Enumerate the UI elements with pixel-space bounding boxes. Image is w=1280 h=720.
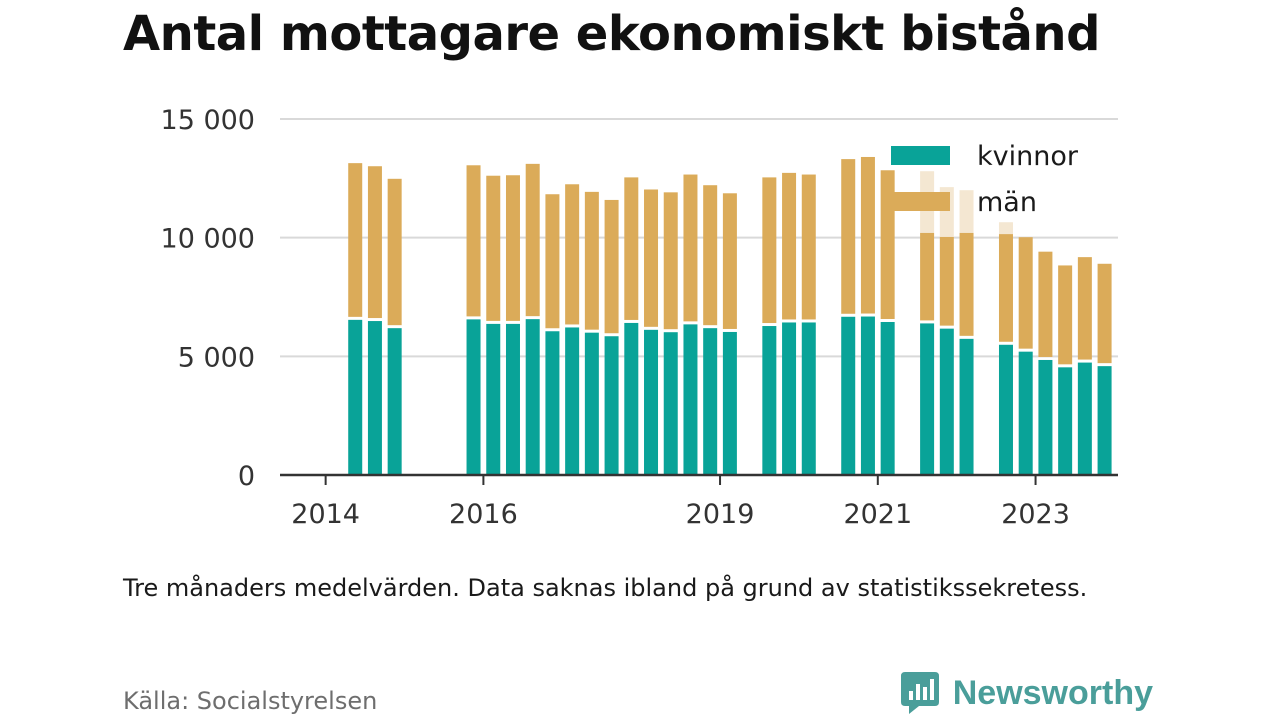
bar-kvinnor (762, 326, 777, 475)
bar-man (565, 184, 580, 325)
bar-kvinnor (880, 321, 895, 475)
x-tick-label: 2014 (291, 499, 360, 530)
x-tick-label: 2023 (1001, 499, 1070, 530)
bar-kvinnor (466, 319, 481, 475)
bar-man (703, 185, 718, 326)
x-tick-label: 2016 (449, 499, 518, 530)
bar-man (644, 189, 659, 327)
bar-man (1097, 263, 1112, 364)
bar-kvinnor (1018, 351, 1033, 475)
bar-kvinnor (505, 323, 520, 475)
bar-kvinnor (939, 328, 954, 475)
bar-kvinnor (367, 321, 382, 475)
bar-man (1038, 251, 1053, 357)
bar-man (367, 166, 382, 319)
bar-kvinnor (841, 316, 856, 475)
bar-man (624, 177, 639, 320)
x-tick-label: 2019 (686, 499, 755, 530)
bar-man (604, 199, 619, 334)
bar-man (505, 175, 520, 321)
bar-man (387, 178, 402, 326)
bar-man (1018, 237, 1033, 349)
y-tick-label: 10 000 (161, 224, 255, 255)
bar-man (782, 172, 797, 320)
bar-kvinnor (486, 323, 501, 475)
bar-kvinnor (624, 322, 639, 475)
bar-kvinnor (525, 319, 540, 475)
bar-kvinnor (348, 319, 363, 475)
chart-note: Tre månaders medelvärden. Data saknas ib… (123, 574, 1088, 602)
x-tick-label: 2021 (843, 499, 912, 530)
bar-kvinnor (1038, 359, 1053, 475)
legend-swatch-kvinnor (891, 146, 950, 165)
brand-name: Newsworthy (952, 673, 1153, 712)
bar-kvinnor (722, 331, 737, 475)
source-text: Källa: Socialstyrelsen (123, 687, 378, 715)
bar-kvinnor (920, 323, 935, 475)
bar-kvinnor (604, 336, 619, 475)
legend-swatch-man (891, 192, 950, 211)
bar-kvinnor (545, 331, 560, 475)
bar-man (860, 156, 875, 314)
bar-kvinnor (1097, 366, 1112, 475)
bar-kvinnor (683, 324, 698, 475)
bar-man (959, 232, 974, 336)
bar-kvinnor (998, 344, 1013, 475)
bar-man (998, 234, 1013, 342)
bar-kvinnor (860, 316, 875, 475)
bar-kvinnor (565, 327, 580, 475)
bar-man (762, 177, 777, 324)
y-tick-label: 5 000 (178, 342, 255, 373)
bar-kvinnor (959, 338, 974, 475)
chart-title: Antal mottagare ekonomiskt bistånd (123, 6, 1100, 62)
legend-label-kvinnor: kvinnor (977, 141, 1079, 172)
bar-kvinnor (1077, 362, 1092, 475)
bar-man (466, 165, 481, 317)
bar-man (801, 174, 816, 320)
bar-man (348, 163, 363, 317)
bar-man (939, 236, 954, 326)
stacked-bar-chart: 0 5 000 10 000 15 000 2014 2016 2019 2021 2023 kv… (161, 105, 1118, 530)
bar-kvinnor (1058, 367, 1073, 475)
bar-man (545, 194, 560, 329)
bar-kvinnor (387, 328, 402, 475)
bar-man (663, 192, 678, 330)
bar-man (1058, 265, 1073, 365)
bar-man (841, 159, 856, 314)
bar-faded-segment (959, 190, 974, 233)
bar-man (1077, 257, 1092, 360)
bar-man (722, 193, 737, 329)
bar-man (486, 175, 501, 321)
bar-kvinnor (663, 332, 678, 475)
y-tick-label: 15 000 (161, 105, 255, 136)
bar-man (525, 163, 540, 317)
bar-faded-segment (998, 222, 1013, 235)
bar-kvinnor (584, 332, 599, 475)
bar-kvinnor (801, 322, 816, 475)
bar-kvinnor (703, 328, 718, 475)
bar-kvinnor (782, 322, 797, 475)
bar-man (683, 174, 698, 322)
bar-kvinnor (644, 329, 659, 475)
newsworthy-logo[interactable]: Newsworthy (899, 670, 1153, 716)
bar-man (584, 191, 599, 330)
newsworthy-chat-icon (900, 672, 939, 714)
y-tick-label: 0 (238, 461, 255, 492)
legend-label-man: män (977, 187, 1037, 218)
bar-man (920, 232, 935, 321)
